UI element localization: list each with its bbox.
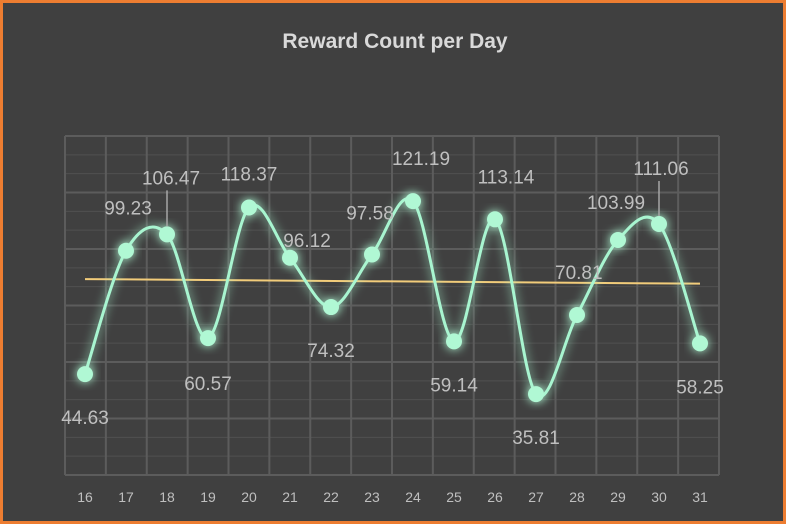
x-tick-label: 28 (569, 489, 585, 505)
x-tick-label: 23 (364, 489, 380, 505)
data-label: 35.81 (512, 428, 560, 449)
data-point (487, 211, 503, 228)
x-tick-label: 25 (446, 489, 462, 505)
x-tick-label: 29 (610, 489, 626, 505)
leader-lines (166, 181, 660, 227)
markers (77, 193, 708, 403)
data-label: 121.19 (392, 149, 450, 170)
data-point (200, 330, 216, 347)
data-point (282, 249, 298, 266)
x-tick-label: 26 (487, 489, 503, 505)
data-point (77, 366, 93, 383)
data-label: 99.23 (104, 199, 152, 220)
x-tick-label: 16 (77, 489, 93, 505)
x-tick-label: 20 (241, 489, 257, 505)
line-chart: Reward Count per Day 44.63 99.23 106.47 60.… (61, 30, 724, 505)
data-label: 106.47 (142, 168, 200, 189)
data-label: 60.57 (184, 374, 232, 395)
data-point (528, 386, 544, 403)
data-point (610, 231, 626, 248)
data-point (241, 199, 257, 216)
trendline (84, 278, 701, 285)
data-label: 44.63 (61, 408, 109, 429)
data-point (118, 242, 134, 259)
data-point (651, 216, 667, 233)
x-tick-label: 18 (159, 489, 175, 505)
data-label: 74.32 (307, 341, 355, 362)
data-label: 59.14 (430, 375, 478, 396)
data-point (323, 299, 339, 316)
data-point (692, 335, 708, 352)
data-label: 58.25 (676, 377, 724, 398)
x-tick-label: 21 (282, 489, 298, 505)
data-label: 70.81 (555, 263, 603, 284)
x-tick-label: 24 (405, 489, 421, 505)
data-label: 113.14 (478, 167, 535, 188)
data-point (569, 306, 585, 323)
data-label: 103.99 (587, 193, 645, 214)
x-axis-ticks: 16 17 18 19 20 21 22 23 24 25 26 27 28 29 30 31 (77, 489, 708, 505)
data-point (159, 226, 175, 243)
x-tick-label: 31 (692, 489, 708, 505)
x-tick-label: 27 (528, 489, 544, 505)
data-point (405, 193, 421, 210)
data-point (364, 246, 380, 263)
x-tick-label: 22 (323, 489, 339, 505)
x-tick-label: 17 (118, 489, 134, 505)
data-label: 118.37 (221, 164, 278, 185)
data-point (446, 333, 462, 350)
data-labels: 44.63 99.23 106.47 60.57 118.37 96.12 74.32 97.… (61, 149, 724, 449)
chart-title: Reward Count per Day (282, 30, 508, 53)
data-label: 97.58 (346, 203, 394, 224)
x-tick-label: 30 (651, 489, 667, 505)
x-tick-label: 19 (200, 489, 216, 505)
gridlines (64, 135, 720, 476)
data-label: 111.06 (633, 159, 688, 180)
data-label: 96.12 (283, 231, 331, 252)
